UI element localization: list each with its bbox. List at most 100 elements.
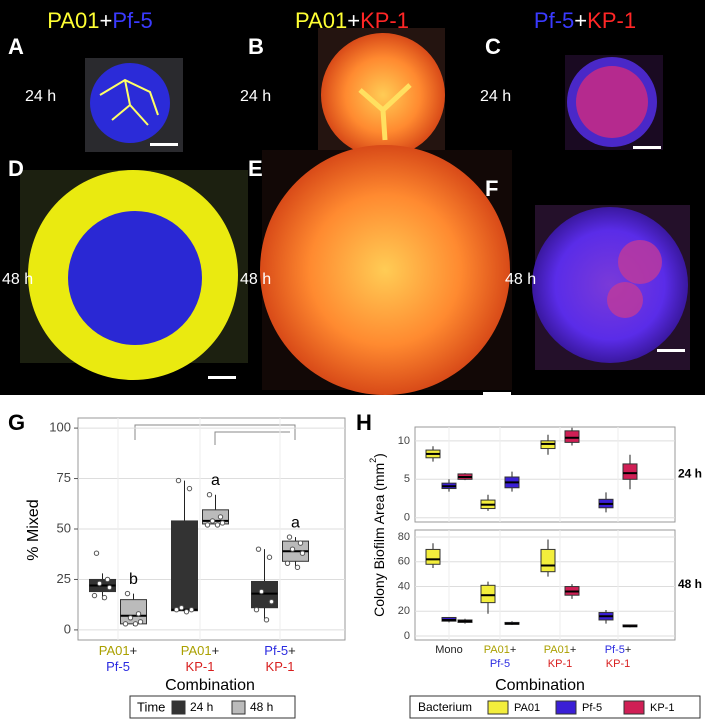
point: [284, 560, 291, 567]
point: [289, 546, 296, 552]
point: [217, 514, 224, 520]
label-part: KP-1: [360, 8, 409, 33]
point: [124, 590, 131, 597]
legend-title: Bacterium: [418, 700, 472, 714]
label: Mono: [435, 644, 463, 656]
label-part: +: [570, 644, 576, 656]
label-part: Pf-5: [106, 659, 130, 674]
point: [173, 607, 180, 613]
label: Pf-5: [490, 658, 510, 670]
label-part: KP-1: [587, 8, 636, 33]
label-part: Pf-5: [534, 8, 574, 33]
label: PA01+: [484, 644, 517, 656]
y-tick-label: 5: [404, 473, 410, 485]
y-tick-label: 40: [398, 580, 410, 592]
label: KP-1: [186, 659, 215, 674]
label-part: PA01: [99, 643, 130, 658]
point: [137, 619, 144, 625]
point: [219, 520, 226, 526]
y-tick-label: 60: [398, 556, 410, 568]
point: [299, 550, 306, 556]
panel-letter: D: [8, 156, 24, 181]
label-part: PA01: [47, 8, 99, 33]
label-part: +: [510, 644, 516, 656]
label: PA01+Pf-5: [47, 8, 152, 33]
legend-title: Time: [137, 699, 165, 714]
label-part: +: [288, 643, 296, 658]
panel-letter: G: [8, 410, 25, 435]
label: KP-1: [266, 659, 295, 674]
point: [266, 554, 273, 560]
box: [540, 548, 556, 573]
label-part: PA01: [181, 643, 212, 658]
y-tick-label: 80: [398, 531, 410, 543]
label: PA01+: [181, 643, 219, 658]
label-part: Pf-5: [264, 643, 288, 658]
label: Pf-5: [106, 659, 130, 674]
point: [214, 522, 221, 528]
panel-letter: A: [8, 34, 24, 59]
y-label-part: 2: [368, 458, 378, 463]
label-part: KP-1: [548, 658, 572, 670]
point: [286, 534, 293, 540]
point: [93, 550, 100, 556]
facet-label: 48 h: [678, 577, 702, 591]
label-part: Pf-5: [605, 644, 625, 656]
label-part: PA01: [484, 644, 510, 656]
label: Pf-5+KP-1: [534, 8, 636, 33]
y-tick-label: 100: [49, 420, 71, 435]
legend-swatch: [487, 700, 509, 715]
legend-swatch: [623, 700, 645, 715]
point: [183, 609, 190, 615]
point: [96, 580, 103, 587]
box: [480, 584, 496, 604]
label-part: +: [574, 8, 587, 33]
label: KP-1: [548, 658, 572, 670]
x-label: Combination: [495, 677, 585, 694]
label-part: +: [625, 644, 631, 656]
panel-letter: B: [248, 34, 264, 59]
label-part: +: [347, 8, 360, 33]
label: PA01+: [544, 644, 577, 656]
label-part: KP-1: [606, 658, 630, 670]
legend-label: 48 h: [250, 700, 273, 714]
box: [425, 548, 441, 565]
point: [294, 564, 301, 571]
legend-label: Pf-5: [582, 702, 602, 714]
label-part: +: [212, 643, 220, 658]
point: [258, 588, 265, 595]
label-part: KP-1: [266, 659, 295, 674]
panel-letter: H: [356, 410, 372, 435]
label-part: Mono: [435, 644, 463, 656]
point: [209, 518, 216, 524]
g-legend: [129, 695, 296, 719]
box: [564, 430, 580, 443]
point: [106, 584, 113, 591]
y-tick-label: 0: [404, 630, 410, 642]
point: [253, 607, 260, 613]
stat-label: b: [129, 571, 138, 588]
y-tick-label: 20: [398, 605, 410, 617]
label-part: +: [99, 8, 112, 33]
micrographs: [20, 28, 690, 395]
label: PA01+KP-1: [295, 8, 409, 33]
y-tick-label: 10: [398, 435, 410, 447]
point: [175, 477, 182, 484]
time-label: 24 h: [25, 88, 56, 105]
stat-label: a: [291, 514, 300, 531]
point: [204, 522, 211, 528]
box: [622, 463, 638, 480]
point: [178, 605, 185, 611]
point: [91, 592, 98, 599]
label: Pf-5+: [605, 644, 632, 656]
label-part: Pf-5: [112, 8, 152, 33]
y-tick-label: 0: [404, 512, 410, 524]
panel-letter: C: [485, 34, 501, 59]
box: [171, 520, 198, 612]
legend-label: PA01: [514, 702, 540, 714]
time-label: 48 h: [505, 271, 536, 288]
point: [188, 607, 195, 613]
panel-letter: E: [248, 156, 263, 181]
